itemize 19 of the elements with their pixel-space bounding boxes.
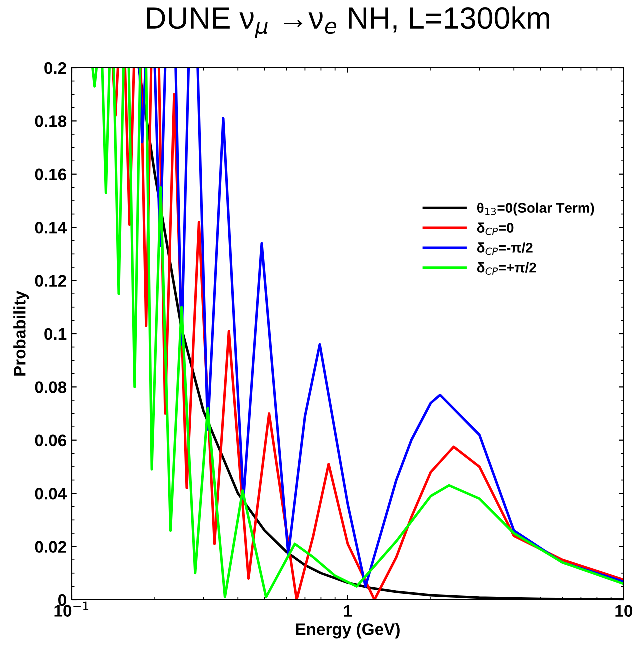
x-tick-label: 1 xyxy=(344,605,352,617)
y-tick-label: 0.02 xyxy=(35,541,66,553)
x-axis-title: Energy (GeV) xyxy=(296,623,400,639)
y-tick-label: 0.2 xyxy=(44,62,66,74)
y-axis-title: Probability xyxy=(14,291,30,376)
chart-title: DUNE ν$_{μ}$ →ν$_{e}$ NH, L=1300km xyxy=(147,6,550,38)
y-tick-label: 0.12 xyxy=(35,275,66,287)
y-tick-label: 0.08 xyxy=(35,382,67,394)
x-tick-label: 10 xyxy=(616,605,633,618)
legend-label: δ$_{CP}$=-π/2 xyxy=(477,242,533,256)
legend-label: δ$_{CP}$=0 xyxy=(477,222,514,236)
y-tick-label: 0.06 xyxy=(35,434,67,447)
y-tick-label: 0.16 xyxy=(35,168,67,181)
y-tick-label: 0.04 xyxy=(35,488,68,500)
legend-label: δ$_{CP}$=+π/2 xyxy=(477,262,536,276)
y-tick-label: 0.14 xyxy=(35,222,68,234)
legend-label: θ$_{13}$=0(Solar Term) xyxy=(477,202,594,216)
y-tick-label: 0.18 xyxy=(35,116,67,128)
y-tick-label: 0.1 xyxy=(44,328,67,340)
